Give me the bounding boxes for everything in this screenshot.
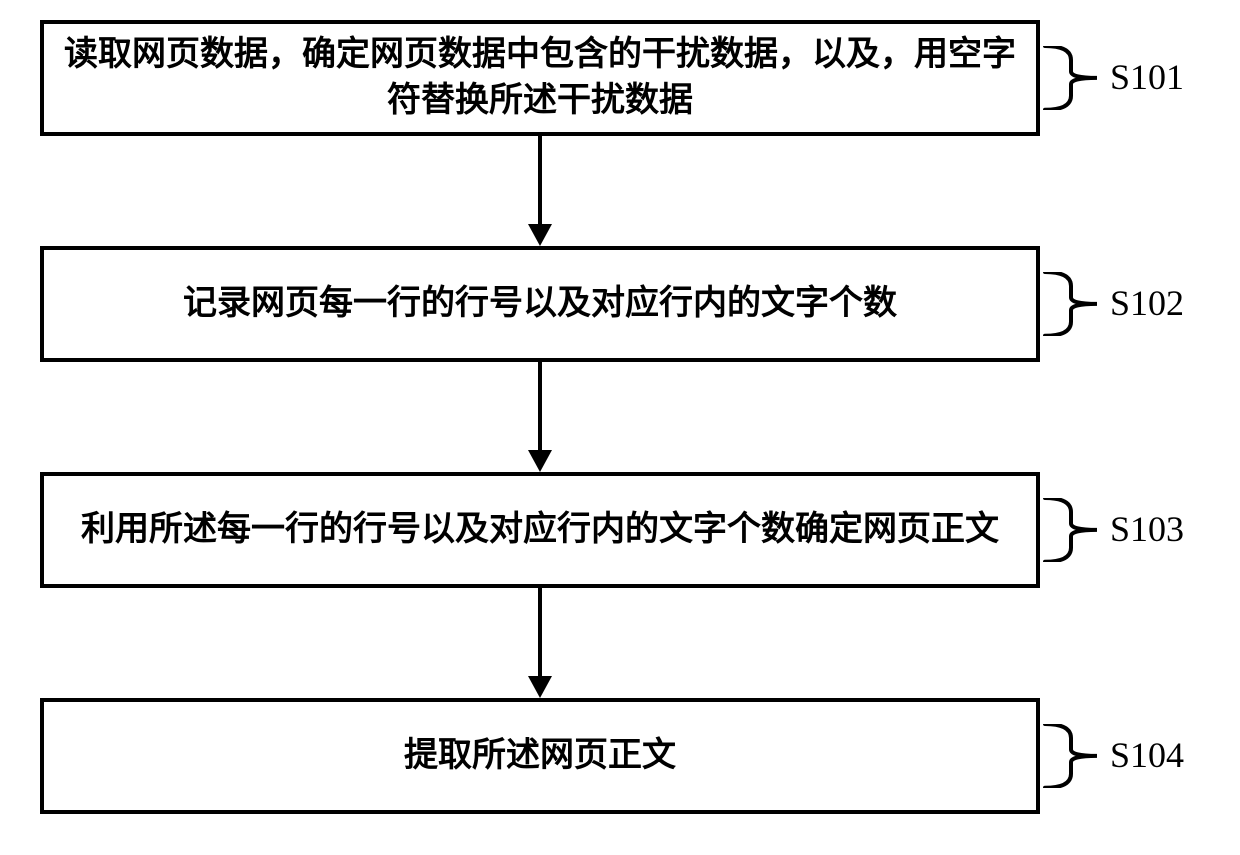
brace-s104 [1043,724,1099,788]
step-label-s102: S102 [1110,282,1184,324]
flow-box-s103: 利用所述每一行的行号以及对应行内的文字个数确定网页正文 [40,472,1040,588]
brace-s101 [1043,46,1099,110]
step-label-s101: S101 [1110,56,1184,98]
arrow-2 [520,362,560,472]
flow-box-text: 记录网页每一行的行号以及对应行内的文字个数 [183,281,897,327]
flow-box-text: 提取所述网页正文 [404,733,676,779]
flow-box-text: 利用所述每一行的行号以及对应行内的文字个数确定网页正文 [81,507,999,553]
arrow-3 [520,588,560,698]
brace-s102 [1043,272,1099,336]
flowchart-canvas: 读取网页数据，确定网页数据中包含的干扰数据，以及，用空字符替换所述干扰数据 S10… [0,0,1240,855]
step-label-s104: S104 [1110,734,1184,776]
flow-box-s102: 记录网页每一行的行号以及对应行内的文字个数 [40,246,1040,362]
step-label-s103: S103 [1110,508,1184,550]
flow-box-text: 读取网页数据，确定网页数据中包含的干扰数据，以及，用空字符替换所述干扰数据 [64,32,1016,124]
arrow-1 [520,136,560,246]
brace-s103 [1043,498,1099,562]
flow-box-s101: 读取网页数据，确定网页数据中包含的干扰数据，以及，用空字符替换所述干扰数据 [40,20,1040,136]
flow-box-s104: 提取所述网页正文 [40,698,1040,814]
